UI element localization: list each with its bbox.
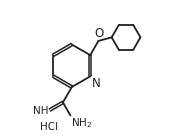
Text: NH: NH [33,106,48,116]
Text: O: O [94,27,103,40]
Text: NH$_2$: NH$_2$ [71,116,92,130]
Text: HCl: HCl [40,122,58,132]
Text: N: N [92,77,101,90]
